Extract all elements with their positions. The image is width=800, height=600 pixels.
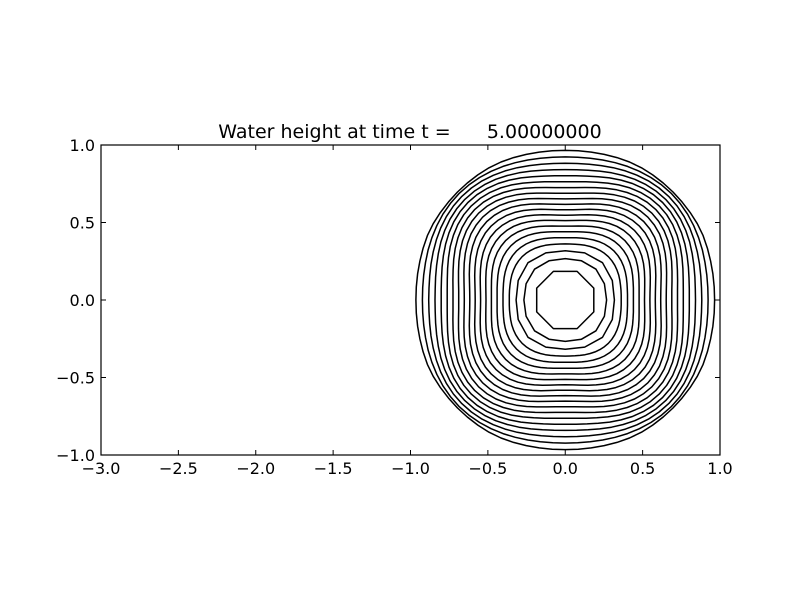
chart-title: Water height at time t = 5.00000000 [218, 121, 601, 143]
contour-line [440, 174, 691, 426]
x-tick-label: −3.0 [82, 459, 121, 478]
y-axis: 1.0 0.5 0.0 −0.5 −1.0 [56, 136, 95, 465]
y-tick-label: 0.5 [70, 214, 95, 233]
contour-line [473, 208, 657, 392]
y-tick-label: 1.0 [70, 136, 95, 155]
contour-line [452, 186, 679, 414]
contour-line [496, 230, 635, 370]
x-tick-label: −2.5 [159, 459, 198, 478]
x-tick-label: −2.0 [236, 459, 275, 478]
x-tick-label: −0.5 [468, 459, 507, 478]
x-tick-label: −1.0 [391, 459, 430, 478]
x-tick-label: 0.0 [553, 459, 578, 478]
x-tick-label: 0.5 [630, 459, 655, 478]
x-tick-label: 1.0 [707, 459, 732, 478]
x-axis: −3.0 −2.5 −2.0 −1.5 −1.0 −0.5 0.0 0.5 1.0 [82, 459, 733, 478]
contour-line [490, 225, 640, 375]
contour-line [434, 168, 697, 432]
plot-frame [100, 144, 721, 456]
x-tick-label: −1.5 [314, 459, 353, 478]
contour-line [457, 192, 673, 408]
y-tick-label: −1.0 [56, 446, 95, 465]
contour-line [535, 270, 595, 330]
contour-line [508, 243, 622, 357]
contour-lines [415, 149, 716, 451]
contour-line [479, 214, 652, 386]
contour-line [523, 257, 608, 343]
contour-line [485, 219, 646, 381]
contour-line [427, 162, 703, 438]
contour-line [463, 197, 668, 403]
contour-line [446, 180, 685, 420]
contour-line [468, 203, 662, 397]
contour-line [415, 149, 716, 451]
y-tick-label: −0.5 [56, 369, 95, 388]
y-tick-label: 0.0 [70, 291, 95, 310]
contour-line [502, 236, 629, 364]
contour-line [421, 156, 709, 444]
contour-line [515, 250, 616, 350]
